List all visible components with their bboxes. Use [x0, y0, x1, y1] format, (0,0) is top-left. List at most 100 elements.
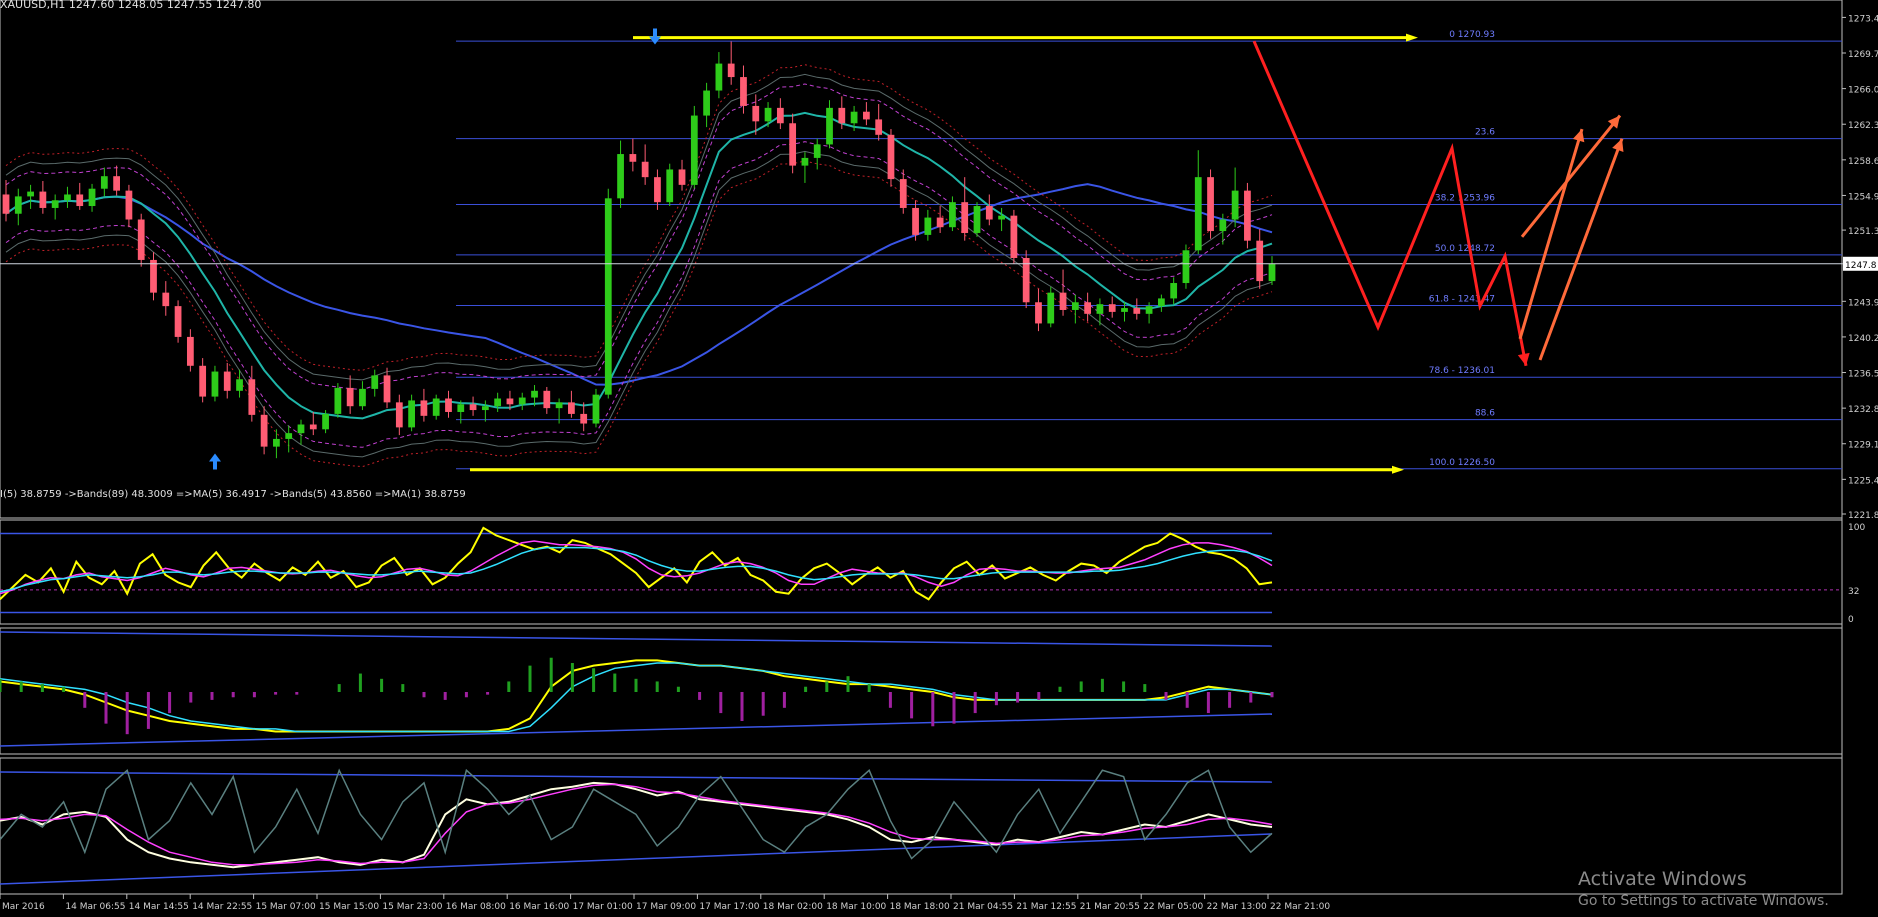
- upper-band-grey: [5, 73, 1273, 381]
- fast-moving-average: [5, 111, 1273, 420]
- candle-body: [322, 413, 329, 430]
- candle-body: [531, 390, 538, 398]
- stoch-line-volatility: [0, 768, 1273, 860]
- activate-windows-subtitle: Go to Settings to activate Windows.: [1578, 893, 1829, 909]
- candle-body: [273, 438, 280, 447]
- projection-up-arrowhead: [1607, 115, 1620, 129]
- candle-body: [1244, 190, 1251, 241]
- candle-body: [260, 414, 268, 447]
- candle-body: [199, 365, 207, 397]
- x-tick-label: 16 Mar 08:00: [446, 902, 506, 912]
- rsi-tick-label: 100: [1848, 523, 1865, 533]
- fib-level-label: 38.2 1253.96: [1435, 193, 1495, 203]
- candle-body: [592, 394, 600, 424]
- candle-body: [568, 402, 575, 414]
- candle-body: [481, 406, 489, 411]
- fib-level-label: 23.6: [1475, 128, 1495, 138]
- yellow-top-arrowhead: [1406, 33, 1418, 42]
- candle-body: [88, 188, 96, 207]
- candle-body: [27, 191, 34, 197]
- candle-body: [162, 292, 170, 307]
- candle-body: [580, 413, 588, 424]
- candle-body: [924, 217, 932, 235]
- candle-body: [998, 215, 1005, 220]
- candle-body: [1084, 302, 1092, 314]
- candle-body: [666, 169, 674, 203]
- candle-body: [236, 379, 243, 391]
- candle-body: [1133, 308, 1141, 314]
- x-tick-label: 17 Mar 01:00: [573, 902, 633, 912]
- candle-body: [1268, 263, 1276, 282]
- candle-body: [174, 306, 182, 337]
- y-tick-label: 1229.1: [1848, 441, 1878, 451]
- candle-body: [1207, 177, 1214, 232]
- candle-body: [690, 115, 698, 185]
- candle-body: [186, 336, 194, 366]
- candle-body: [1231, 190, 1239, 220]
- upper-band-red: [5, 64, 1273, 371]
- stoch-line-main: [0, 781, 1273, 869]
- candle-body: [469, 404, 477, 411]
- candle-body: [826, 107, 833, 145]
- candle-body: [76, 194, 84, 207]
- candle-body: [1182, 250, 1190, 284]
- y-tick-label: 1243.9: [1848, 298, 1878, 308]
- candle-body: [457, 404, 465, 412]
- candle-body: [764, 107, 772, 122]
- candle-body: [776, 107, 784, 124]
- candle-body: [973, 206, 981, 233]
- candle-body: [1145, 306, 1153, 314]
- candle-body: [604, 198, 612, 395]
- fib-level-label: 88.6: [1475, 409, 1495, 419]
- x-tick-label: 15 Mar 15:00: [319, 902, 379, 912]
- candle-body: [740, 77, 747, 106]
- fib-level-label: 100.0 1226.50: [1429, 458, 1495, 468]
- x-tick-label: 18 Mar 10:00: [826, 902, 886, 912]
- candle-body: [555, 402, 563, 409]
- candle-body: [949, 202, 956, 228]
- candle-body: [51, 200, 59, 208]
- y-tick-label: 1251.3: [1848, 227, 1878, 237]
- candle-body: [100, 176, 108, 189]
- candle-body: [641, 161, 649, 178]
- candle-body: [813, 144, 821, 158]
- candle-body: [2, 194, 10, 214]
- stoch-upper-band: [0, 771, 1273, 783]
- lower-band-magenta: [5, 141, 1273, 448]
- candle-body: [1096, 304, 1104, 314]
- candle-body: [961, 202, 969, 233]
- candle-body: [223, 371, 231, 391]
- candle-body: [629, 154, 637, 162]
- candle-body: [1219, 219, 1227, 232]
- y-tick-label: 1269.7: [1848, 50, 1878, 60]
- candle-body: [715, 63, 723, 91]
- lower-band-grey: [5, 150, 1273, 458]
- candle-body: [248, 379, 256, 415]
- y-tick-label: 1266.0: [1848, 86, 1878, 96]
- rsi-line-ma1: [0, 546, 1273, 593]
- projection-arrowhead: [1517, 352, 1530, 366]
- candle-body: [1170, 283, 1178, 299]
- candle-body: [64, 194, 71, 201]
- candle-body: [408, 400, 415, 428]
- fib-level-label: 0 1270.93: [1449, 30, 1495, 40]
- candle-body: [912, 207, 919, 235]
- yellow-bottom-arrowhead: [1392, 465, 1404, 474]
- candle-body: [936, 217, 944, 228]
- candle-body: [285, 433, 293, 439]
- candle-body: [39, 191, 47, 208]
- y-tick-label: 1221.8: [1848, 511, 1878, 521]
- fib-level-label: 50.0 1248.72: [1435, 244, 1495, 254]
- candle-body: [1035, 302, 1042, 324]
- x-tick-label: 14 Mar 14:55: [129, 902, 189, 912]
- projection-up-arrowhead: [1612, 138, 1624, 152]
- x-tick-label: 18 Mar 02:00: [763, 902, 823, 912]
- stoch-lower-band: [0, 833, 1273, 885]
- slow-moving-average: [5, 183, 1273, 386]
- candle-body: [1022, 258, 1030, 303]
- x-tick-label: 17 Mar 09:00: [636, 902, 696, 912]
- candle-body: [150, 259, 157, 293]
- rsi-tick-label: 0: [1848, 615, 1854, 625]
- candle-body: [985, 206, 993, 220]
